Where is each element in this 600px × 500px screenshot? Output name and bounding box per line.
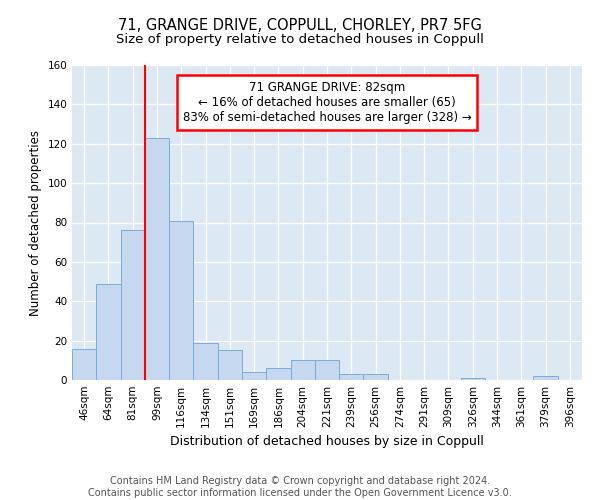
- Text: Contains HM Land Registry data © Crown copyright and database right 2024.
Contai: Contains HM Land Registry data © Crown c…: [88, 476, 512, 498]
- Bar: [218, 350, 242, 380]
- Bar: [121, 230, 145, 380]
- Bar: [242, 372, 266, 380]
- Bar: [315, 360, 339, 380]
- Y-axis label: Number of detached properties: Number of detached properties: [29, 130, 42, 316]
- Bar: [72, 348, 96, 380]
- Bar: [461, 378, 485, 380]
- Bar: [169, 220, 193, 380]
- Bar: [290, 360, 315, 380]
- Bar: [193, 342, 218, 380]
- Text: Size of property relative to detached houses in Coppull: Size of property relative to detached ho…: [116, 32, 484, 46]
- X-axis label: Distribution of detached houses by size in Coppull: Distribution of detached houses by size …: [170, 436, 484, 448]
- Bar: [96, 284, 121, 380]
- Text: 71 GRANGE DRIVE: 82sqm
← 16% of detached houses are smaller (65)
83% of semi-det: 71 GRANGE DRIVE: 82sqm ← 16% of detached…: [182, 80, 472, 124]
- Bar: [364, 374, 388, 380]
- Bar: [266, 368, 290, 380]
- Bar: [145, 138, 169, 380]
- Bar: [339, 374, 364, 380]
- Bar: [533, 376, 558, 380]
- Text: 71, GRANGE DRIVE, COPPULL, CHORLEY, PR7 5FG: 71, GRANGE DRIVE, COPPULL, CHORLEY, PR7 …: [118, 18, 482, 32]
